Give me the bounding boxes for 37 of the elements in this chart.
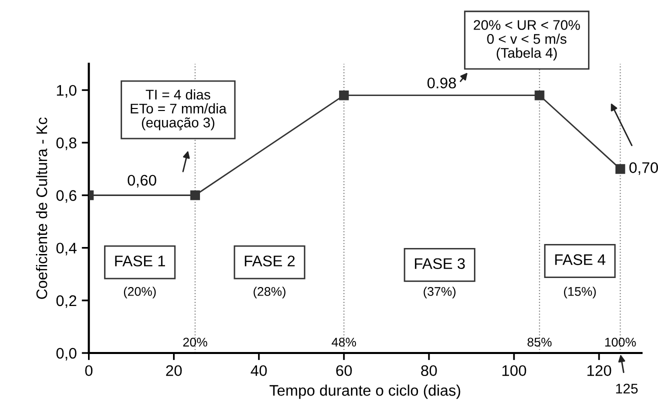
x-tick-label: 60 bbox=[336, 365, 352, 376]
annotation: (37%) bbox=[424, 286, 456, 298]
y-tick-label: 0,8 bbox=[56, 138, 76, 150]
x-tick-label: 80 bbox=[421, 365, 437, 376]
annotation: (15%) bbox=[564, 286, 596, 298]
point bbox=[615, 164, 626, 174]
annotation: (20%) bbox=[124, 286, 156, 298]
annotation: 85% bbox=[528, 338, 552, 347]
annotation: TI = 4 dias ETo = 7 mm/dia (equação 3) bbox=[130, 89, 227, 130]
annotation: 125 bbox=[616, 384, 638, 394]
y-tick-label: 0,0 bbox=[56, 348, 76, 360]
y-axis-title: Coeficiente de Cultura - Kc bbox=[36, 118, 48, 299]
x-axis-title: Tempo durante o ciclo (dias) bbox=[270, 384, 460, 399]
annotation: FASE 2 bbox=[244, 256, 295, 266]
annotation: 0,60 bbox=[128, 174, 156, 188]
y-tick-label: 0,2 bbox=[56, 295, 76, 308]
x-tick-label: 20 bbox=[166, 365, 182, 376]
y-tick-label: 1,0 bbox=[56, 84, 76, 98]
annotation: 20% bbox=[183, 338, 208, 347]
x-tick-label: 40 bbox=[250, 365, 267, 376]
annotation: FASE 4 bbox=[555, 254, 606, 266]
annotation: 48% bbox=[332, 338, 356, 347]
annotation: 100% bbox=[605, 338, 636, 347]
x-tick-label: 100 bbox=[502, 365, 526, 376]
point bbox=[339, 90, 349, 100]
x-tick-label: 120 bbox=[587, 365, 612, 376]
x-tick-label: 0 bbox=[85, 365, 92, 376]
annotation: 0,70 bbox=[629, 162, 658, 175]
annotation: FASE 3 bbox=[414, 258, 465, 270]
annotation: (28%) bbox=[254, 286, 286, 298]
point bbox=[534, 90, 544, 100]
annotation: FASE 1 bbox=[115, 256, 166, 266]
point bbox=[190, 190, 200, 200]
annotation: 0.98 bbox=[427, 78, 456, 88]
text: 20% < UR < 70% 0 < v < 5 m/s (Tabela 4) bbox=[474, 20, 580, 61]
y-tick-label: 0,4 bbox=[56, 242, 77, 256]
y-tick-label: 0,6 bbox=[56, 190, 76, 203]
